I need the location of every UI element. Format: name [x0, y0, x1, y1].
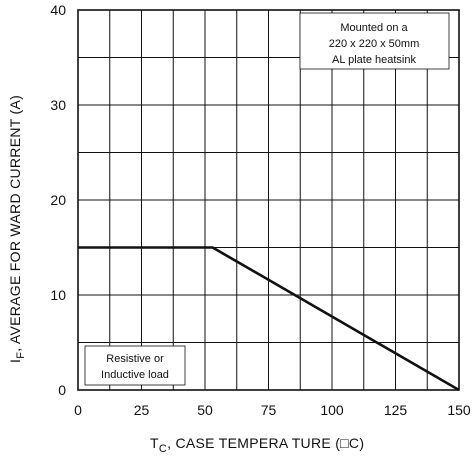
x-tick-label: 25: [134, 402, 150, 418]
grid: [78, 10, 459, 390]
y-axis-label-text: , AVERAGE FOR WARD CURRENT (A): [7, 95, 23, 352]
load-note: Resistive or Inductive load: [84, 345, 186, 386]
heatsink-note-line-3: AL plate heatsink: [332, 54, 416, 66]
y-tick-label: 0: [58, 382, 66, 398]
series-group: [78, 246, 460, 392]
x-axis-label-text: , CASE TEMPERA TURE (□C): [167, 435, 364, 451]
x-tick-label: 125: [384, 402, 408, 418]
load-note-line-1: Resistive or: [106, 353, 164, 365]
y-tick-label: 10: [50, 287, 66, 303]
heatsink-note-line-1: Mounted on a: [340, 22, 408, 34]
y-axis-label: IF, AVERAGE FOR WARD CURRENT (A): [7, 95, 27, 363]
y-tick-label: 20: [50, 192, 66, 208]
y-axis-label-symbol: I: [7, 359, 23, 363]
load-note-box: [84, 345, 186, 386]
y-tick-label: 40: [50, 2, 66, 18]
x-tick-label: 50: [197, 402, 213, 418]
y-tick-label: 30: [50, 97, 66, 113]
x-tick-labels: 0 25 50 75 100 125 150: [74, 402, 471, 418]
derating-curve-line: [78, 246, 460, 392]
x-tick-label: 75: [261, 402, 277, 418]
x-axis-label: TC, CASE TEMPERA TURE (□C): [150, 435, 364, 455]
x-tick-label: 0: [74, 402, 82, 418]
x-tick-label: 100: [320, 402, 344, 418]
x-tick-label: 150: [447, 402, 471, 418]
load-note-line-2: Inductive load: [101, 369, 169, 381]
heatsink-note-box: [299, 12, 450, 70]
y-tick-labels: 0 10 20 30 40: [50, 2, 66, 398]
plot-frame: [77, 9, 460, 391]
heatsink-note-line-2: 220 x 220 x 50mm: [329, 38, 420, 50]
x-axis-label-subscript: C: [159, 443, 167, 455]
heatsink-note: Mounted on a 220 x 220 x 50mm AL plate h…: [299, 12, 450, 70]
y-axis-label-subscript: F: [15, 352, 27, 359]
x-axis-label-symbol: T: [150, 435, 159, 451]
